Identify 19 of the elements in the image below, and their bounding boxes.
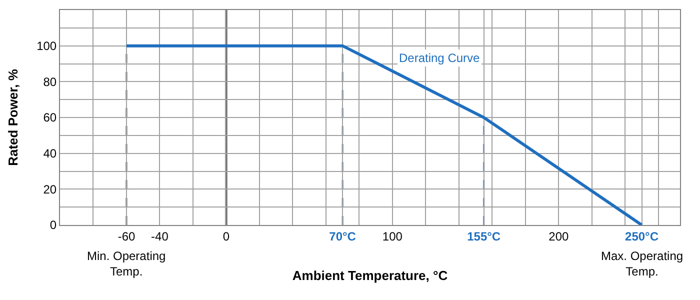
- x-tick-label: 100: [382, 229, 403, 244]
- x-tick-label: 70°C: [329, 229, 356, 244]
- annotation: Max. Operating Temp.: [601, 249, 684, 279]
- x-tick-label: -60: [118, 229, 136, 244]
- annotation: Derating Curve: [399, 51, 480, 65]
- y-tick-label: 60: [43, 110, 57, 125]
- x-axis-title: Ambient Temperature, °C: [292, 268, 448, 283]
- y-axis-title: Rated Power, %: [6, 68, 21, 166]
- annotation: Min. Operating Temp.: [87, 249, 166, 279]
- y-tick-label: 40: [43, 146, 57, 161]
- y-tick-label: 0: [50, 218, 57, 232]
- y-tick-label: 20: [43, 182, 57, 196]
- x-tick-label: -40: [151, 229, 169, 244]
- x-tick-label: 155°C: [467, 229, 501, 244]
- x-tick-label: 250°C: [625, 229, 659, 244]
- x-tick-label: 200: [548, 229, 569, 244]
- y-tick-label: 100: [36, 39, 57, 54]
- x-tick-label: 0: [222, 229, 230, 244]
- y-tick-label: 80: [43, 74, 57, 89]
